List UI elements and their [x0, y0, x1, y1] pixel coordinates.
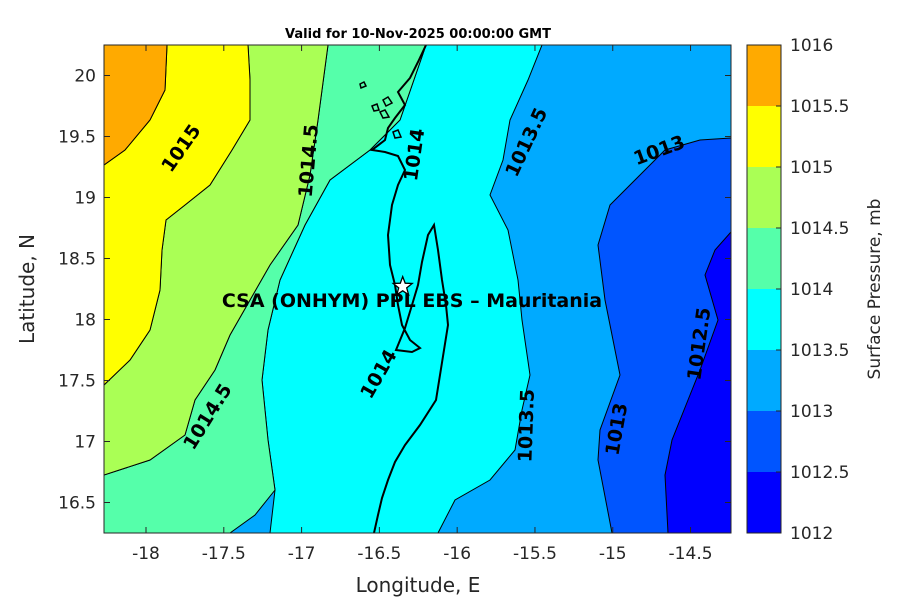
- y-tick-label: 17.5: [58, 372, 96, 392]
- x-tick-label: -15: [599, 544, 627, 564]
- y-tick-label: 19: [74, 189, 96, 209]
- island: [359, 80, 368, 90]
- colorbar-segment: [747, 472, 781, 533]
- y-tick-label: 18: [74, 311, 96, 331]
- y-tick-label: 18.5: [58, 250, 96, 270]
- colorbar-tick-label: 1012: [790, 524, 833, 544]
- colorbar-segment: [747, 350, 781, 411]
- colorbar-tick-label: 1012.5: [790, 463, 849, 483]
- island: [382, 95, 394, 108]
- colorbar-segment: [747, 167, 781, 228]
- colorbar-segment: [747, 228, 781, 289]
- band-1012-1012.5: [664, 231, 731, 533]
- band-1015.5-1016: [104, 45, 168, 166]
- colorbar-tick-label: 1014: [790, 280, 833, 300]
- contour-label: 1013.5: [514, 389, 539, 463]
- star-icon: [391, 274, 414, 297]
- y-tick-label: 20: [74, 67, 96, 87]
- plot-frame: [103, 44, 732, 534]
- colorbar-tick-label: 1014.5: [790, 219, 849, 239]
- x-tick-label: -15.5: [513, 544, 557, 564]
- map-title: Valid for 10-Nov-2025 00:00:00 GMT: [285, 27, 551, 42]
- colorbar-segment: [747, 106, 781, 167]
- x-axis: -18 -17.5 -17 -16.5 -16 -15.5 -15 -14.5: [132, 45, 713, 564]
- y-tick-label: 19.5: [58, 128, 96, 148]
- island: [378, 109, 391, 119]
- site-label: CSA (ONHYM) PPL EBS – Mauritania: [222, 290, 602, 312]
- colorbar-tick-label: 1016: [790, 36, 833, 56]
- colorbar: 1012 1012.5 1013 1013.5 1014 1014.5 1015 1015.5…: [746, 36, 849, 544]
- colorbar-segment: [747, 45, 781, 106]
- x-tick-label: -16.5: [357, 544, 401, 564]
- colorbar-tick-label: 1015.5: [790, 97, 849, 117]
- colorbar-title: Surface Pressure, mb: [865, 199, 885, 380]
- y-axis-label: Latitude, N: [15, 234, 39, 344]
- colorbar-segment: [747, 289, 781, 350]
- x-tick-label: -14.5: [669, 544, 713, 564]
- island: [371, 103, 380, 112]
- colorbar-tick-label: 1013.5: [790, 341, 849, 361]
- y-tick-label: 17: [74, 433, 96, 453]
- colorbar-tick-label: 1015: [790, 158, 833, 178]
- island: [392, 129, 403, 139]
- coastline: [369, 45, 450, 533]
- colorbar-tick-label: 1013: [790, 402, 833, 422]
- colorbar-segment: [747, 411, 781, 472]
- map-plot-area: 1015 1014.5 1014 1013.5 10131014.510141013.5…: [58, 44, 732, 564]
- y-axis: 16.5 17 17.5 18 18.5 19 19.5 20: [58, 67, 731, 514]
- x-tick-label: -17: [288, 544, 316, 564]
- x-axis-label: Longitude, E: [356, 573, 481, 597]
- x-tick-label: -16: [443, 544, 471, 564]
- y-tick-label: 16.5: [58, 494, 96, 514]
- site-layer: CSA (ONHYM) PPL EBS – Mauritania: [222, 274, 602, 312]
- x-tick-label: -18: [132, 544, 160, 564]
- x-tick-label: -17.5: [202, 544, 246, 564]
